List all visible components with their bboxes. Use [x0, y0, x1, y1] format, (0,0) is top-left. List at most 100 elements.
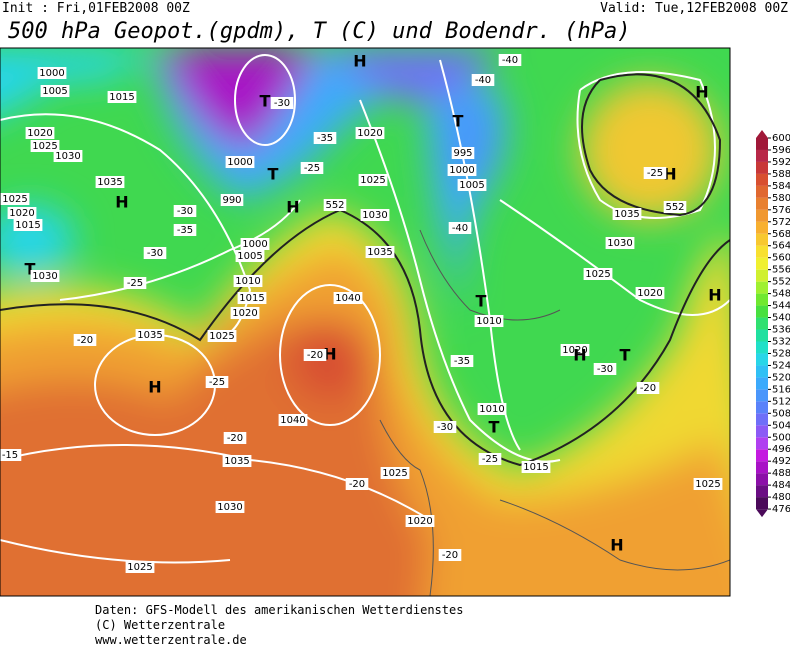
label-box [73, 334, 97, 346]
map-label: 1015 [15, 220, 40, 231]
colorbar-swatch [756, 161, 768, 174]
map-label: 1025 [382, 468, 407, 479]
pressure-center: H [695, 83, 708, 102]
map-label: 1040 [280, 415, 305, 426]
label-box [477, 403, 507, 415]
map-label: 1000 [449, 165, 474, 176]
map-label: -15 [2, 450, 18, 461]
colorbar-label: 496 [772, 444, 790, 455]
map-label: -20 [77, 335, 93, 346]
colorbar-swatch [756, 245, 768, 258]
label-box [240, 238, 270, 250]
colorbar-tip [756, 509, 768, 518]
label-box [521, 461, 551, 473]
label-box [205, 376, 229, 388]
colorbar-swatch [756, 281, 768, 294]
colorbar-label: 520 [772, 372, 790, 383]
map-label: 1030 [362, 210, 387, 221]
colorbar-label: 588 [772, 169, 790, 180]
label-box [135, 329, 165, 341]
label-box [447, 164, 477, 176]
pressure-center: H [353, 52, 366, 71]
label-box [345, 478, 369, 490]
label-box [107, 91, 137, 103]
colorbar-swatch [756, 377, 768, 390]
map-label: -30 [147, 248, 163, 259]
label-box [663, 201, 687, 213]
map-label: -20 [442, 550, 458, 561]
colorbar-swatch [756, 293, 768, 306]
colorbar-label: 564 [772, 241, 790, 252]
colorbar-label: 504 [772, 420, 790, 431]
map-label: -20 [640, 383, 656, 394]
label-box [333, 292, 363, 304]
colorbar-label: 576 [772, 205, 790, 216]
colorbar-label: 480 [772, 492, 790, 503]
map-label: 1035 [97, 177, 122, 188]
label-box [358, 174, 388, 186]
footer-line: www.wetterzentrale.de [95, 633, 247, 647]
label-box [270, 97, 294, 109]
pressure-center: T [260, 92, 271, 111]
pressure-center: T [620, 346, 631, 365]
map-label: -30 [274, 98, 290, 109]
map-label: -40 [475, 75, 491, 86]
map-label: -20 [227, 433, 243, 444]
label-box [693, 478, 723, 490]
map-label: 1025 [127, 562, 152, 573]
map-frame [0, 47, 731, 597]
label-box [30, 140, 60, 152]
label-box [53, 150, 83, 162]
label-box [498, 54, 522, 66]
label-box [233, 275, 263, 287]
colorbar-label: 580 [772, 193, 790, 204]
label-box [207, 330, 237, 342]
label-box [405, 515, 435, 527]
label-box [223, 432, 247, 444]
map-label: 1035 [614, 209, 639, 220]
label-box [95, 176, 125, 188]
colorbar-swatch [756, 269, 768, 282]
colorbar-swatch [756, 425, 768, 438]
map-label: 1025 [2, 194, 27, 205]
pressure-center: H [573, 346, 586, 365]
label-box [643, 167, 667, 179]
colorbar-swatch [756, 401, 768, 414]
label-box [303, 349, 327, 361]
label-box [0, 449, 22, 461]
map-label: -40 [452, 223, 468, 234]
label-box [451, 147, 475, 159]
map-label: 1025 [360, 175, 385, 186]
valid-time: Valid: Tue,12FEB2008 00Z [600, 1, 788, 16]
colorbar-swatch [756, 485, 768, 498]
colorbar-label: 552 [772, 277, 790, 288]
map-label: -25 [647, 168, 663, 179]
footer-line: (C) Wetterzentrale [95, 618, 225, 632]
pressure-center: T [453, 112, 464, 131]
map-label: 995 [453, 148, 472, 159]
map-label: 1030 [32, 271, 57, 282]
map-label: 1025 [32, 141, 57, 152]
label-box [25, 127, 55, 139]
label-box [438, 549, 462, 561]
map-label: 1025 [695, 479, 720, 490]
colorbar-swatch [756, 209, 768, 222]
colorbar-label: 484 [772, 480, 790, 491]
map-label: 1005 [237, 251, 262, 262]
label-box [380, 467, 410, 479]
map-label: 1030 [607, 238, 632, 249]
label-box [300, 162, 324, 174]
map-label: -35 [317, 133, 333, 144]
colorbar-swatch [756, 497, 768, 510]
map-label: 1030 [55, 151, 80, 162]
map-label: 1020 [27, 128, 52, 139]
label-box [143, 247, 167, 259]
colorbar-label: 508 [772, 408, 790, 419]
colorbar-label: 568 [772, 229, 790, 240]
colorbar-swatch [756, 341, 768, 354]
map-label: 1005 [42, 86, 67, 97]
colorbar-label: 536 [772, 325, 790, 336]
colorbar-label: 596 [772, 145, 790, 156]
colorbar-label: 544 [772, 301, 790, 312]
label-box [123, 277, 147, 289]
